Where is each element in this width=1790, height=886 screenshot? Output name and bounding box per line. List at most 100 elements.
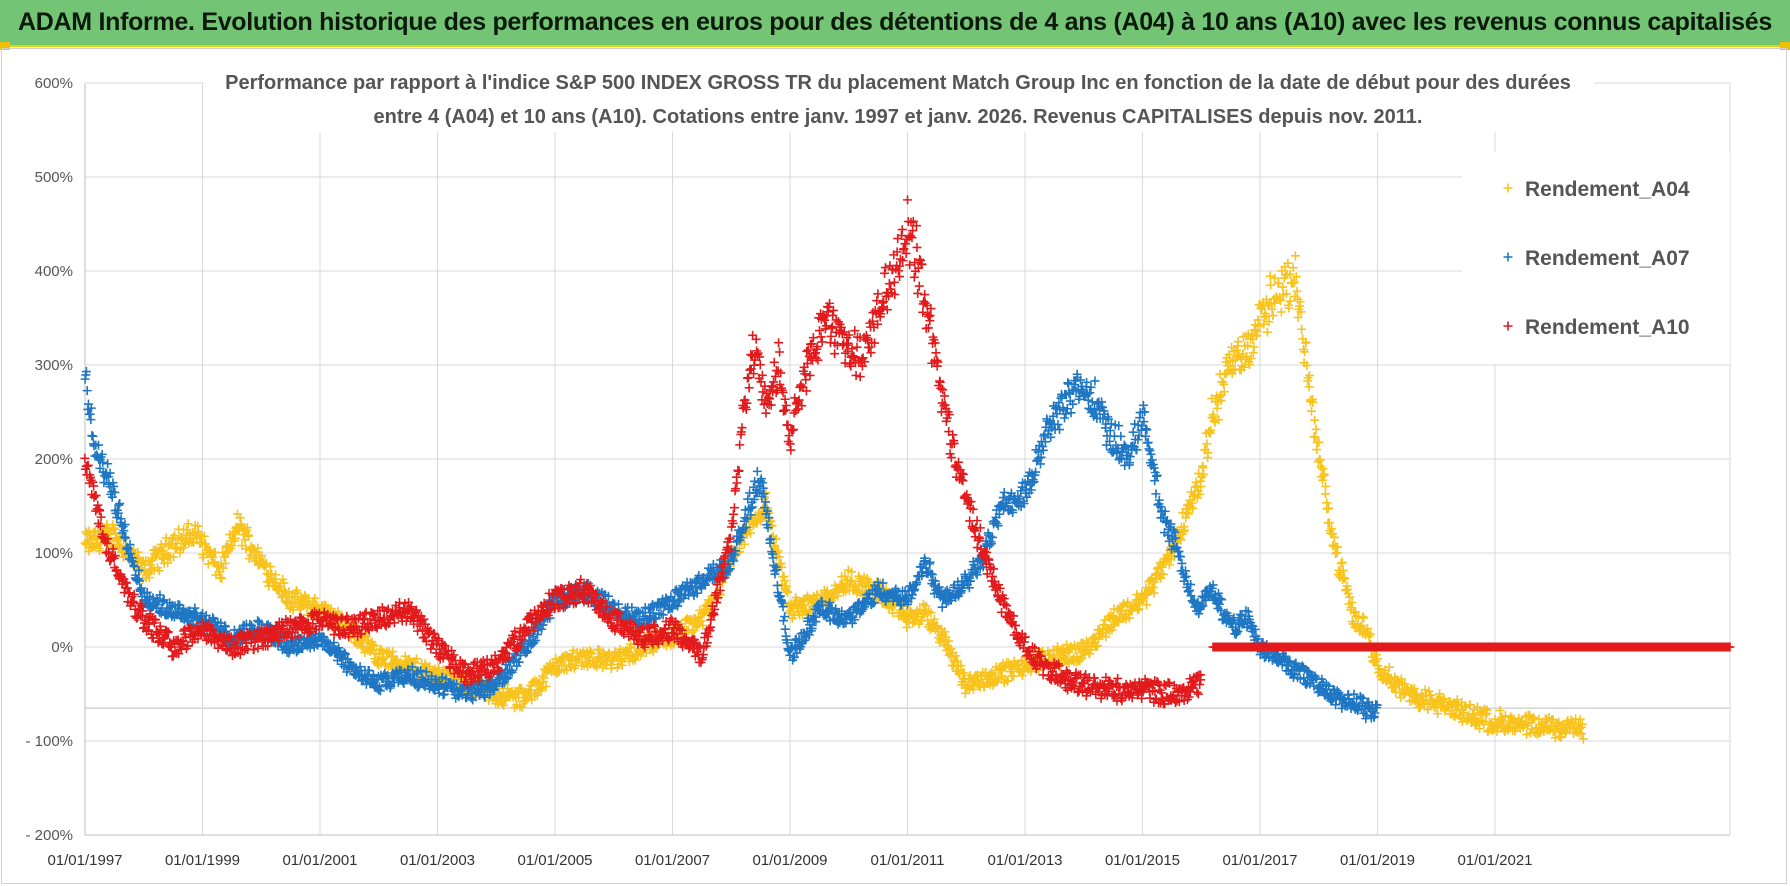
a04-point: [1255, 321, 1265, 331]
a07-point: [537, 624, 547, 634]
a07-point: [159, 595, 169, 605]
x-tick-label: 01/01/1999: [165, 852, 240, 869]
a04-point: [146, 556, 156, 566]
a10-point: [743, 373, 753, 383]
a04-point: [83, 536, 93, 546]
a04-point: [767, 533, 777, 543]
a07-point: [339, 648, 349, 658]
a04-point: [388, 651, 398, 661]
a07-point: [155, 590, 165, 600]
a07-point: [492, 681, 502, 691]
a04-point: [1227, 369, 1237, 379]
a07-point: [869, 598, 879, 608]
a04-point: [1288, 263, 1298, 273]
a04-point: [1315, 455, 1325, 465]
a04-point: [940, 627, 950, 637]
a10-point: [360, 609, 370, 619]
x-tick-label: 01/01/2007: [635, 852, 710, 869]
a04-point: [608, 656, 618, 666]
a04-point: [1196, 481, 1206, 491]
a04-point: [183, 519, 193, 529]
a07-point: [778, 602, 788, 612]
a04-point: [1450, 711, 1460, 721]
a04-point: [1318, 475, 1328, 485]
a04-point: [1495, 705, 1505, 715]
a04-point: [1316, 462, 1326, 472]
a04-point: [1199, 469, 1209, 479]
a04-point: [154, 566, 164, 576]
a04-point: [261, 559, 271, 569]
banner-corner-right: [1780, 42, 1790, 50]
a07-point: [1140, 407, 1150, 417]
a04-point: [1371, 650, 1381, 660]
a04-point: [745, 528, 755, 538]
a07-point: [810, 612, 820, 622]
a04-point: [1310, 432, 1320, 442]
a04-point: [230, 533, 240, 543]
a04-point: [277, 592, 287, 602]
a07-point: [531, 635, 541, 645]
a04-point: [1288, 278, 1298, 288]
a07-point: [103, 459, 113, 469]
a04-point: [1336, 558, 1346, 568]
banner-title: ADAM Informe. Evolution historique des p…: [18, 8, 1772, 36]
a04-point: [1219, 387, 1229, 397]
a07-point: [673, 601, 683, 611]
a04-point: [279, 578, 289, 588]
a04-point: [1396, 674, 1406, 684]
a04-point: [604, 648, 614, 658]
a04-point: [989, 668, 999, 678]
a04-point: [551, 654, 561, 664]
a04-point: [108, 523, 118, 533]
a04-point: [1465, 700, 1475, 710]
a04-point: [1475, 724, 1485, 734]
a04-point: [926, 608, 936, 618]
a04-point: [1577, 729, 1586, 739]
a07-point: [476, 685, 486, 695]
a07-point: [777, 596, 787, 606]
a07-point: [825, 598, 835, 608]
a07-point: [375, 686, 385, 696]
a04-point: [1107, 625, 1117, 635]
a04-point: [198, 553, 208, 563]
a07-point: [910, 584, 920, 594]
a07-point: [740, 513, 750, 523]
a07-point: [934, 582, 944, 592]
a04-point: [1308, 397, 1318, 407]
a04-point: [568, 645, 578, 655]
a04-point: [169, 552, 179, 562]
a04-point: [773, 546, 783, 556]
a04-point: [1407, 685, 1417, 695]
y-tick-label: 400%: [35, 263, 73, 280]
a04-point: [1357, 620, 1367, 630]
a07-point: [700, 580, 710, 590]
a04-point: [999, 663, 1009, 673]
a04-point: [1346, 603, 1356, 613]
points-layer: [80, 195, 1735, 744]
a04-point: [696, 616, 706, 626]
a04-point: [1203, 448, 1213, 458]
a04-point: [1276, 307, 1286, 317]
a04-point: [562, 665, 572, 675]
a04-point: [1384, 662, 1394, 672]
a07-point: [658, 610, 668, 620]
a04-point: [1330, 532, 1340, 542]
a07-point: [120, 520, 130, 530]
a07-point: [752, 466, 762, 476]
a07-point: [651, 614, 661, 624]
a04-point: [1116, 606, 1126, 616]
y-tick-label: 500%: [35, 169, 73, 186]
a04-point: [956, 661, 966, 671]
a04-point: [244, 530, 254, 540]
a04-point: [377, 645, 387, 655]
a07-point: [729, 556, 739, 566]
a04-point: [1132, 590, 1142, 600]
a04-point: [1472, 702, 1482, 712]
x-tick-label: 01/01/1997: [47, 852, 122, 869]
a04-point: [1188, 503, 1198, 513]
a07-point: [772, 565, 782, 575]
a04-point: [1305, 370, 1315, 380]
a04-point: [1264, 299, 1274, 309]
a04-point: [1284, 303, 1294, 313]
